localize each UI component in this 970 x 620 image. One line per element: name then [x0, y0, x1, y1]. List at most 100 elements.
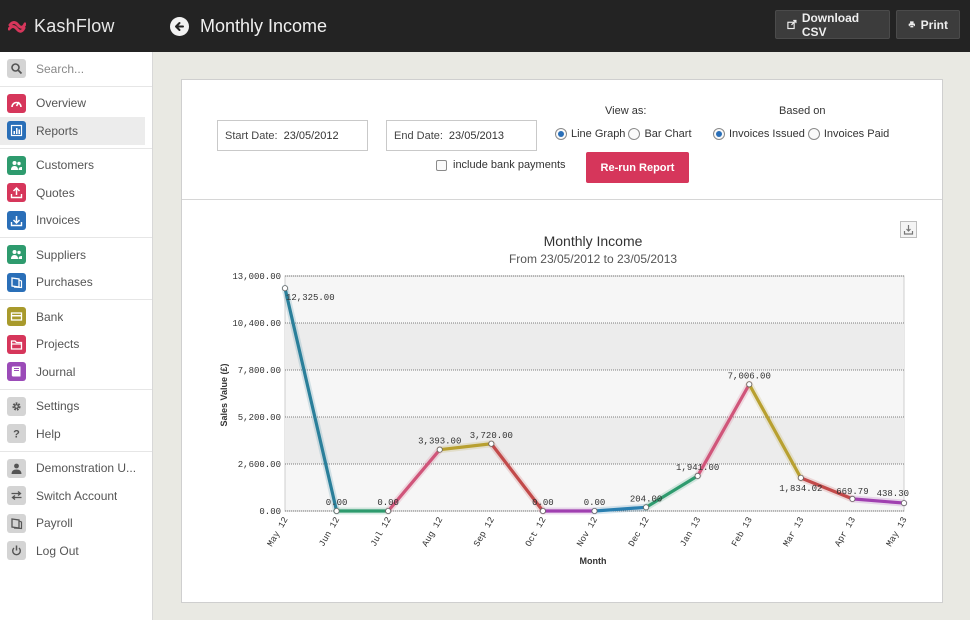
invoice-icon	[7, 210, 26, 230]
sidebar-group-purchases: Suppliers Purchases	[0, 238, 152, 300]
sidebar-item-settings[interactable]: Settings	[0, 393, 152, 421]
kashflow-logo-icon	[8, 21, 26, 33]
help-icon: ?	[7, 424, 26, 444]
chart-area: Monthly Income From 23/05/2012 to 23/05/…	[182, 201, 942, 602]
report-controls: Start Date: 23/05/2012 End Date: 23/05/2…	[182, 80, 942, 200]
sidebar-item-label: Switch Account	[36, 488, 118, 503]
sidebar-item-demo-user[interactable]: Demonstration U...	[0, 455, 152, 483]
grid-band	[285, 417, 904, 464]
series-segment	[696, 382, 751, 478]
quote-icon	[7, 183, 26, 203]
sidebar-item-invoices[interactable]: Invoices	[0, 207, 152, 235]
based-on-label: Based on	[779, 105, 826, 117]
data-point	[591, 507, 598, 514]
bar-chart-label: Bar Chart	[644, 128, 692, 140]
data-point	[385, 507, 392, 514]
x-tick-label: Jun 12	[317, 516, 342, 549]
grid-band	[285, 323, 904, 370]
sidebar-item-label: Invoices	[36, 213, 81, 228]
series-segment	[592, 505, 648, 513]
data-label: 204.00	[630, 494, 662, 504]
data-point	[849, 495, 856, 502]
sidebar-item-projects[interactable]: Projects	[0, 331, 152, 359]
sidebar-item-quotes[interactable]: Quotes	[0, 179, 152, 207]
based-on-options: Invoices Issued Invoices Paid	[713, 128, 892, 140]
data-point	[694, 472, 701, 479]
chart-icon	[7, 121, 26, 141]
print-button[interactable]: Print	[896, 10, 960, 39]
series-segment	[850, 497, 906, 505]
data-point	[797, 474, 804, 481]
x-tick-label: Mar 13	[782, 516, 807, 549]
data-point	[282, 285, 289, 292]
data-label: 1,941.00	[676, 463, 719, 473]
bar-chart-radio[interactable]	[628, 128, 641, 140]
x-tick-label: Oct 12	[524, 516, 549, 549]
sidebar-group-account: Demonstration U... Switch Account Payrol…	[0, 452, 152, 568]
arrow-left-icon	[175, 21, 184, 31]
invoices-paid-radio[interactable]	[807, 128, 820, 140]
data-label: 0.00	[532, 498, 554, 508]
series-segment	[799, 476, 855, 501]
invoices-issued-radio[interactable]	[713, 128, 725, 140]
y-tick-label: 10,400.00	[232, 319, 281, 329]
sidebar-item-label: Log Out	[36, 543, 79, 558]
x-tick-label: Apr 13	[833, 516, 858, 549]
line-graph-radio[interactable]	[555, 128, 567, 140]
report-panel: Start Date: 23/05/2012 End Date: 23/05/2…	[181, 79, 943, 603]
sidebar-item-label: Customers	[36, 158, 95, 173]
sidebar-item-journal[interactable]: Journal	[0, 358, 152, 386]
sidebar: Search... Overview Reports Customers	[0, 52, 153, 620]
sidebar-item-label: Reports	[36, 123, 79, 138]
sidebar-item-logout[interactable]: Log Out	[0, 537, 152, 565]
data-label: 3,393.00	[418, 437, 461, 447]
data-label: 12,325.00	[286, 293, 335, 303]
sidebar-item-label: Projects	[36, 337, 80, 352]
search-input[interactable]: Search...	[0, 55, 152, 83]
data-point	[488, 440, 495, 447]
sidebar-item-payroll[interactable]: Payroll	[0, 510, 152, 538]
sidebar-item-switch-account[interactable]: Switch Account	[0, 482, 152, 510]
x-tick-label: Dec 12	[627, 516, 652, 549]
back-button[interactable]	[170, 16, 189, 36]
data-point	[436, 446, 443, 453]
sidebar-item-label: Bank	[36, 309, 64, 324]
sidebar-item-customers[interactable]: Customers	[0, 152, 152, 180]
start-date-value: 23/05/2012	[283, 129, 339, 142]
print-label: Print	[920, 17, 948, 32]
end-date-field[interactable]: End Date: 23/05/2013	[386, 120, 537, 151]
sidebar-item-label: Journal	[36, 364, 76, 379]
x-tick-label: Aug 12	[420, 516, 445, 549]
payroll-icon	[7, 513, 26, 533]
chart-export-button[interactable]	[900, 221, 917, 238]
sidebar-item-reports[interactable]: Reports	[0, 117, 145, 145]
y-tick-label: 13,000.00	[232, 272, 281, 282]
sidebar-item-label: Purchases	[36, 275, 93, 290]
data-label: 0.00	[326, 498, 348, 508]
rerun-report-button[interactable]: Re-run Report	[586, 152, 689, 183]
series-segment	[644, 474, 700, 509]
sidebar-item-overview[interactable]: Overview	[0, 90, 152, 118]
brand[interactable]: KashFlow	[0, 0, 153, 52]
data-point	[643, 504, 650, 511]
sidebar-item-purchases[interactable]: Purchases	[0, 269, 152, 297]
data-label: 7,006.00	[728, 371, 771, 381]
download-csv-button[interactable]: Download CSV	[775, 10, 890, 39]
include-bank-payments: include bank payments	[436, 159, 566, 171]
sidebar-item-label: Overview	[36, 96, 87, 111]
x-tick-label: Sep 12	[472, 516, 497, 549]
x-tick-label: May 13	[885, 516, 910, 549]
x-tick-labels: May 12 Jun 12 Jul 12 Aug 12 Sep 12 Oct 12 Nov …	[266, 516, 910, 549]
sidebar-item-bank[interactable]: Bank	[0, 303, 152, 331]
svg-text:?: ?	[13, 429, 20, 441]
gauge-icon	[7, 93, 26, 113]
start-date-field[interactable]: Start Date: 23/05/2012	[217, 120, 368, 151]
include-bank-payments-checkbox[interactable]	[436, 159, 447, 171]
data-label: 0.00	[377, 498, 399, 508]
y-tick-label: 7,800.00	[238, 366, 281, 376]
users-icon	[7, 155, 26, 175]
sidebar-item-suppliers[interactable]: Suppliers	[0, 241, 152, 269]
bank-icon	[7, 307, 26, 327]
x-tick-label: May 12	[266, 516, 291, 549]
sidebar-item-help[interactable]: ? Help	[0, 420, 152, 448]
